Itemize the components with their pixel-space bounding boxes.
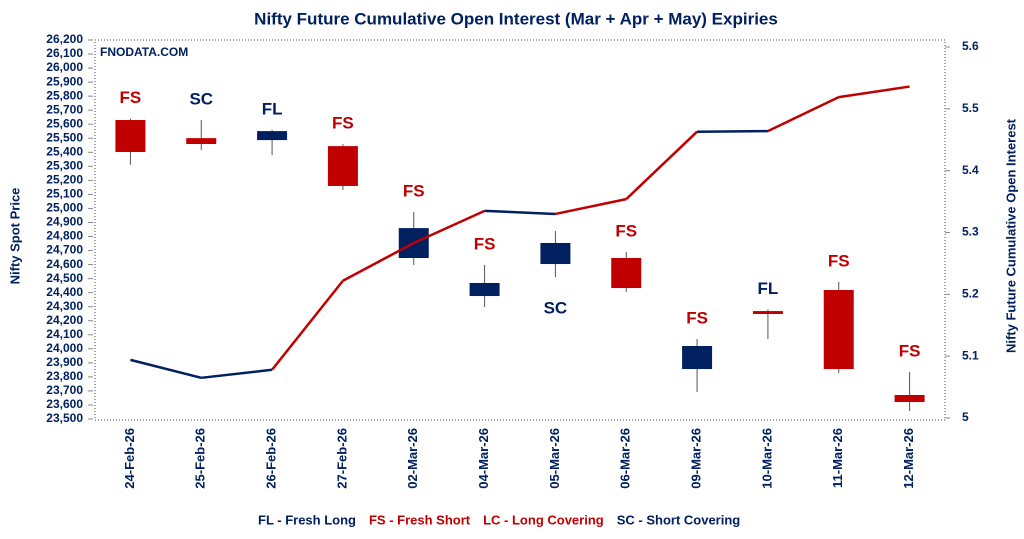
y2-tick-label: 5.4	[962, 163, 979, 177]
y-tick-label: 26,100	[46, 46, 83, 60]
candle-body	[257, 131, 288, 141]
signal-label: FS	[828, 251, 850, 270]
y-tick-label: 23,800	[46, 369, 83, 383]
y2-tick-label: 5.3	[962, 225, 979, 239]
oi-line-segment	[838, 85, 910, 99]
y-axis-title: Nifty Spot Price	[7, 188, 22, 285]
y2-tick-label: 5.5	[962, 101, 979, 115]
oi-line-segment	[697, 129, 768, 133]
y-tick-label: 24,300	[46, 299, 83, 313]
y-tick-label: 24,400	[46, 285, 83, 299]
x-tick-label: 02-Mar-26	[405, 428, 420, 489]
y-tick-label: 25,800	[46, 88, 83, 102]
y-tick-label: 25,900	[46, 74, 83, 88]
oi-line-segment	[555, 197, 627, 216]
y-tick-label: 25,700	[46, 102, 83, 116]
candle-body	[540, 242, 571, 265]
candle-body	[327, 146, 358, 186]
candle-body	[682, 346, 713, 370]
y-tick-label: 26,200	[46, 32, 83, 46]
y2-tick-label: 5.1	[962, 348, 979, 362]
plot-frame	[94, 39, 946, 421]
x-tick-label: 25-Feb-26	[193, 428, 208, 489]
y2-tick-label: 5.6	[962, 39, 979, 53]
x-tick-label: 05-Mar-26	[547, 428, 562, 489]
candle-body	[894, 394, 925, 403]
legend-entry: FL - Fresh Long	[258, 512, 356, 527]
y-tick-label: 24,600	[46, 257, 83, 271]
x-tick-label: 10-Mar-26	[759, 428, 774, 489]
x-tick-label: 09-Mar-26	[689, 428, 704, 489]
y-tick-label: 25,000	[46, 201, 83, 215]
y2-tick-label: 5.2	[962, 287, 979, 301]
legend-entry: FS - Fresh Short	[369, 512, 471, 527]
signal-label: FS	[332, 114, 354, 133]
y-tick-label: 24,500	[46, 271, 83, 285]
signal-label: SC	[189, 89, 213, 108]
chart-title: Nifty Future Cumulative Open Interest (M…	[254, 9, 778, 28]
candle-body	[823, 289, 854, 370]
y-tick-label: 25,400	[46, 144, 83, 158]
x-tick-label: 06-Mar-26	[618, 428, 633, 489]
y-tick-label: 24,200	[46, 313, 83, 327]
oi-line-segment	[484, 209, 556, 216]
x-tick-label: 27-Feb-26	[334, 428, 349, 489]
y-tick-label: 23,600	[46, 397, 83, 411]
oi-line-segment	[342, 241, 415, 282]
x-tick-label: 12-Mar-26	[901, 428, 916, 489]
y2-tick-label: 5	[962, 410, 969, 424]
x-tick-label: 26-Feb-26	[264, 428, 279, 489]
y-tick-label: 25,600	[46, 116, 83, 130]
signal-label: FS	[615, 221, 637, 240]
y-tick-label: 25,100	[46, 187, 83, 201]
y-tick-label: 24,900	[46, 215, 83, 229]
y-tick-label: 25,500	[46, 130, 83, 144]
candle-body	[611, 257, 642, 289]
y-tick-label: 26,000	[46, 60, 83, 74]
signal-label: FS	[403, 182, 425, 201]
y-tick-label: 24,100	[46, 327, 83, 341]
candle-body	[469, 282, 500, 297]
candle-body	[752, 311, 783, 315]
x-tick-label: 04-Mar-26	[476, 428, 491, 489]
signal-label: FL	[758, 279, 779, 298]
y2-axis-title: Nifty Future Cumulative Open Interest	[1003, 118, 1018, 353]
oi-line-segment	[767, 95, 840, 133]
x-tick-label: 11-Mar-26	[830, 428, 845, 488]
x-tick-label: 24-Feb-26	[122, 428, 137, 489]
y-tick-label: 24,800	[46, 229, 83, 243]
signal-label: FS	[686, 308, 708, 327]
oi-line-segment	[625, 130, 698, 201]
signal-label: FS	[120, 88, 142, 107]
signal-label: FS	[899, 341, 921, 360]
signal-label: FS	[474, 234, 496, 253]
y-tick-label: 23,700	[46, 383, 83, 397]
y-tick-label: 25,300	[46, 159, 83, 173]
legend-entry: SC - Short Covering	[617, 512, 741, 527]
oi-line-segment	[271, 279, 344, 371]
watermark: FNODATA.COM	[100, 45, 188, 59]
signal-label: SC	[544, 299, 568, 318]
signal-label: FL	[262, 99, 283, 118]
y-tick-label: 24,000	[46, 341, 83, 355]
y-tick-label: 23,500	[46, 411, 83, 425]
y-tick-label: 24,700	[46, 243, 83, 257]
oi-line-segment	[130, 358, 202, 380]
candle-body	[115, 120, 146, 153]
y-tick-label: 23,900	[46, 355, 83, 369]
oi-line-segment	[201, 368, 273, 380]
candle-body	[186, 138, 217, 145]
oi-line-segment	[413, 209, 486, 245]
legend-entry: LC - Long Covering	[483, 512, 604, 527]
y-tick-label: 25,200	[46, 173, 83, 187]
